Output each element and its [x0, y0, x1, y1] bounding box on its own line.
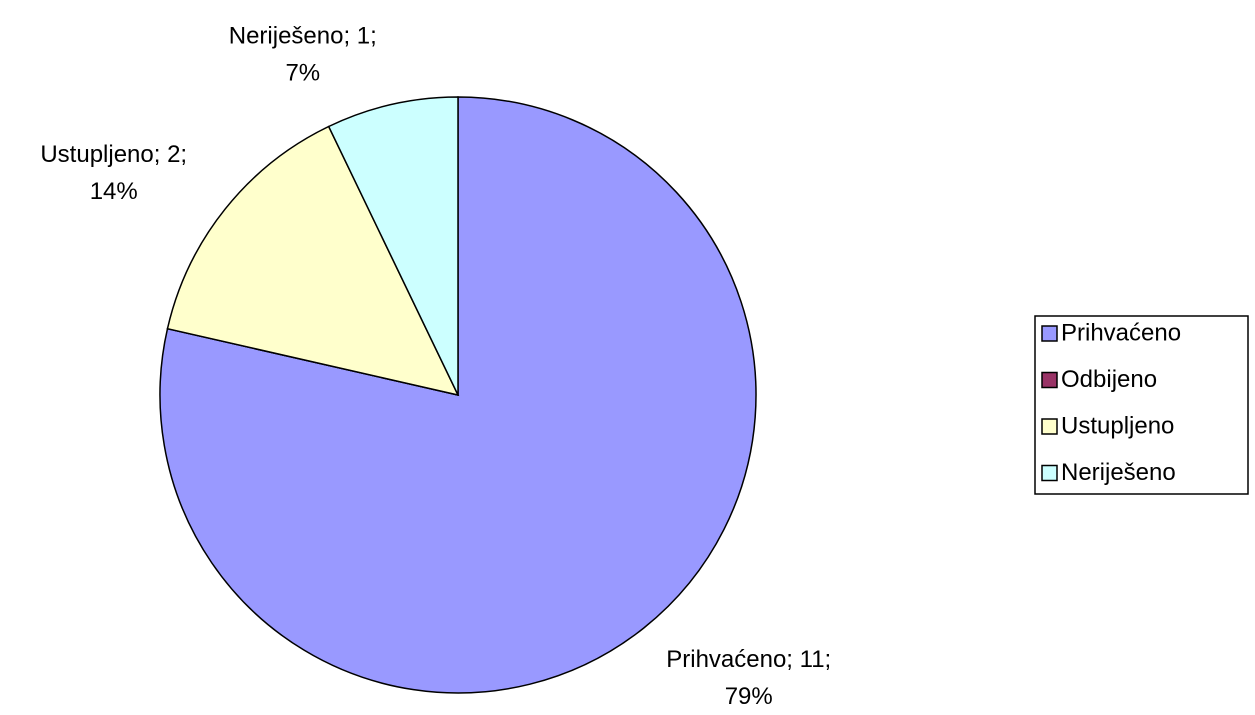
- pie-slice: [327, 96, 459, 396]
- legend-label: Neriješeno: [1061, 459, 1176, 486]
- data-label: 79%: [725, 683, 773, 710]
- data-label: Prihvaćeno; 11;: [666, 646, 831, 673]
- legend-swatch: [1041, 325, 1058, 342]
- legend-swatch: [1041, 371, 1058, 389]
- data-label: 14%: [90, 178, 138, 205]
- data-label: 7%: [285, 59, 320, 86]
- data-label: Ustupljeno; 2;: [40, 141, 187, 168]
- legend-label: Prihvaćeno: [1061, 319, 1181, 346]
- legend-box: [1034, 315, 1249, 495]
- data-label: Neriješeno; 1;: [229, 22, 377, 49]
- legend-label: Odbijeno: [1061, 366, 1157, 393]
- pie-slice: [166, 125, 460, 397]
- legend-swatch: [1041, 464, 1058, 482]
- legend-label: Ustupljeno: [1061, 412, 1174, 439]
- legend-swatch: [1041, 418, 1058, 435]
